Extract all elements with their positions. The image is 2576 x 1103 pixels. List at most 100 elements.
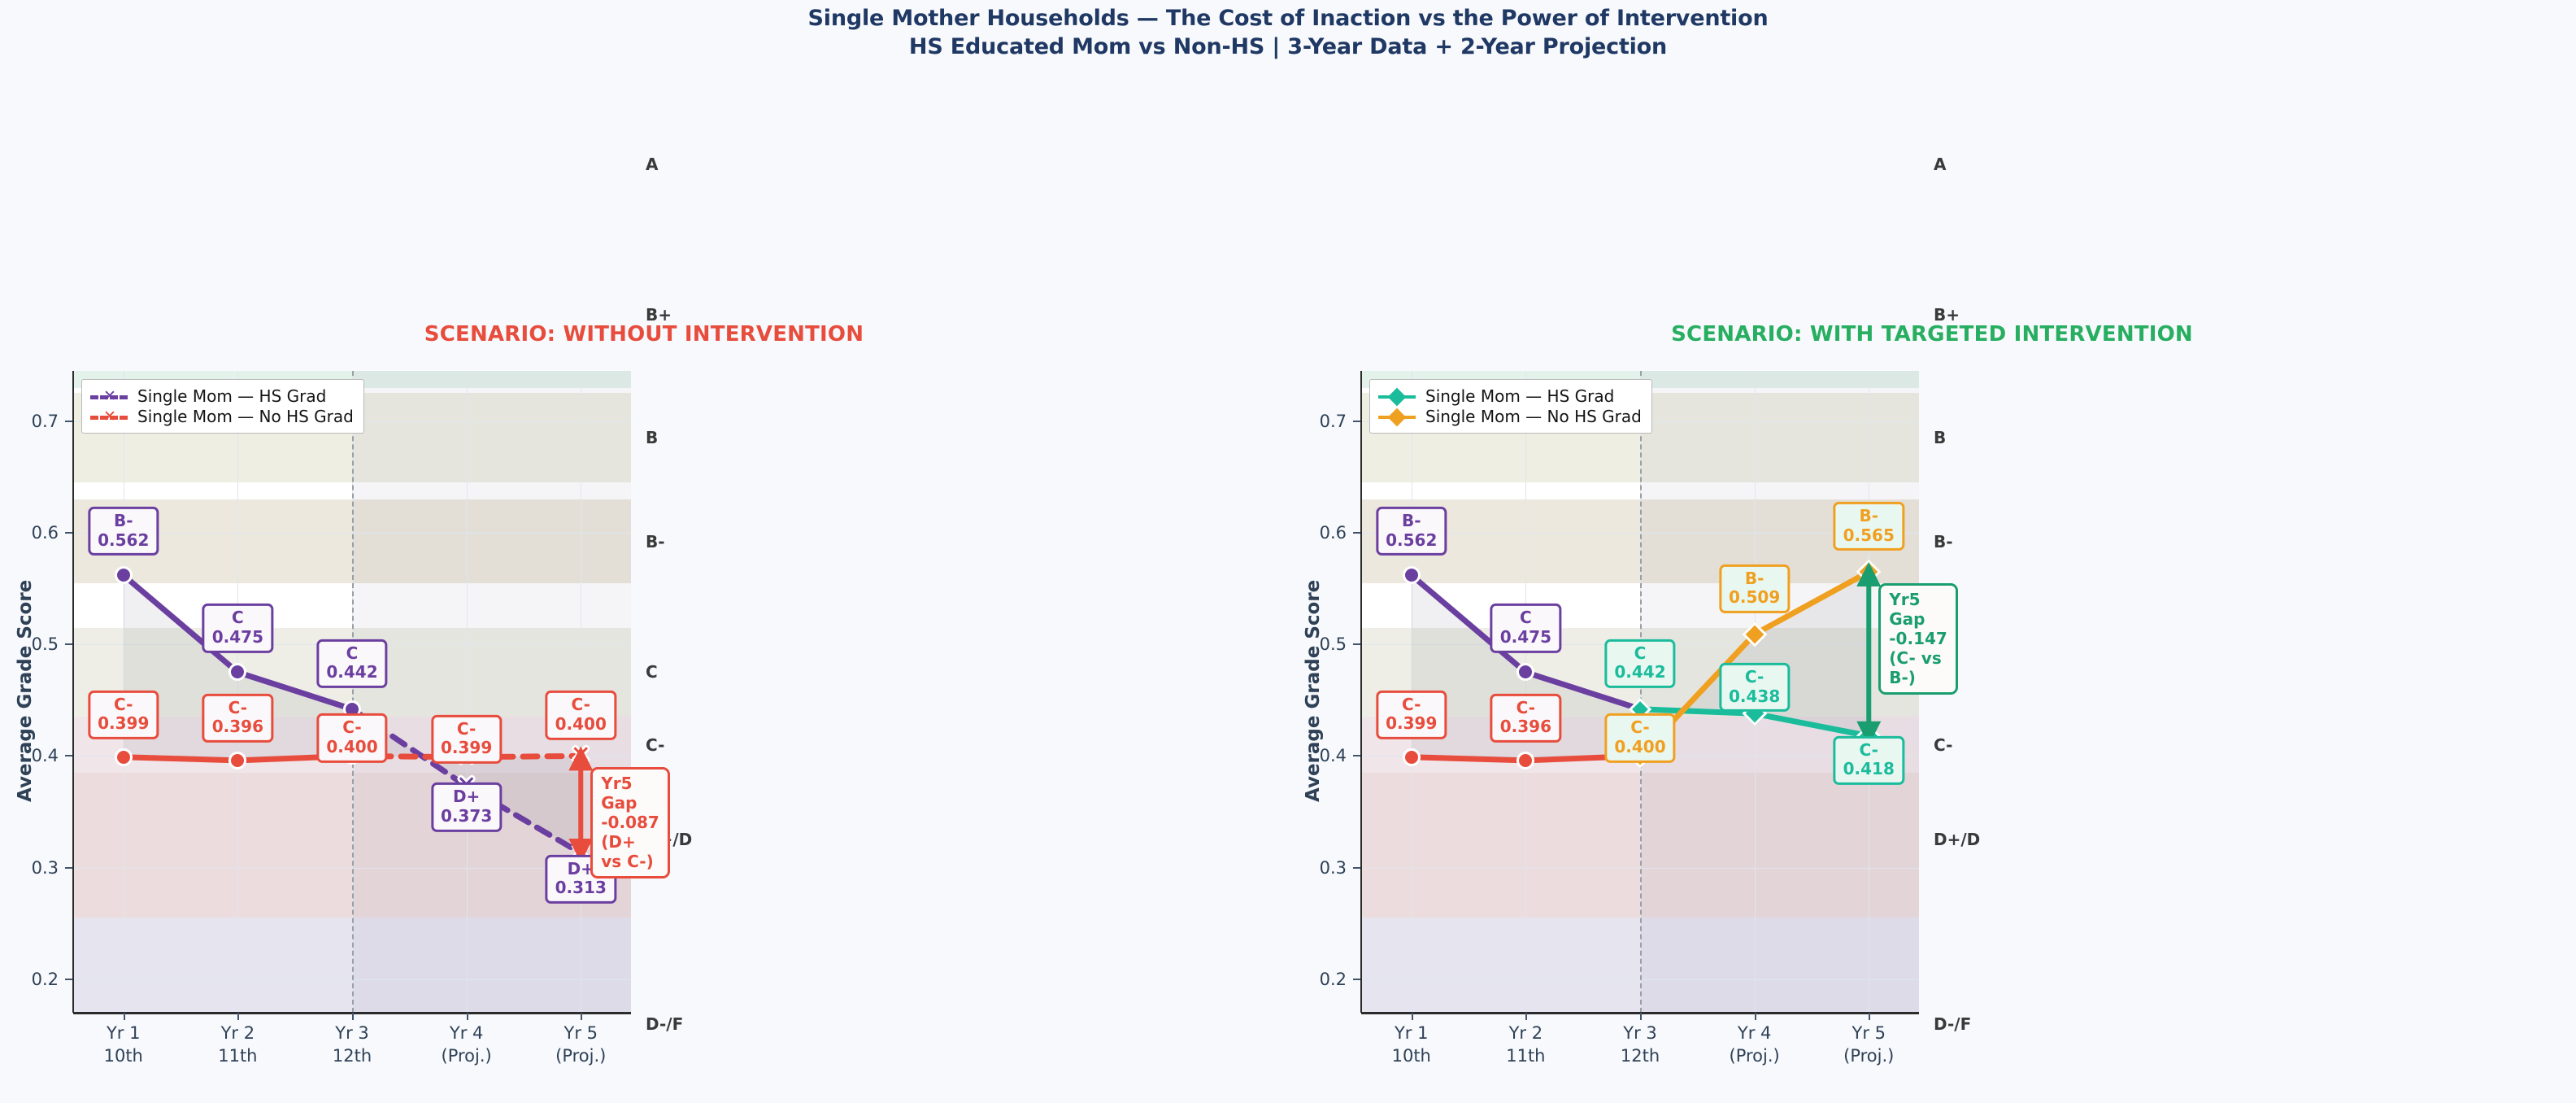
x-tick-label: Yr 4 (Proj.) (441, 1023, 492, 1066)
point-value-label: C- 0.400 (1604, 713, 1676, 763)
legend-line-sample (90, 395, 128, 399)
data-point-marker (114, 566, 133, 585)
y-tick-mark (65, 420, 73, 422)
legend: ✕ Single Mom — HS Grad ✕ Single Mom — No HS… (81, 379, 364, 434)
point-value-label: B- 0.509 (1718, 564, 1791, 613)
legend-item[interactable]: ✕ Single Mom — HS Grad (90, 386, 354, 406)
figure-title-line2: HS Educated Mom vs Non-HS | 3-Year Data … (908, 33, 1668, 59)
point-value-label: C 0.442 (316, 639, 388, 688)
data-point-marker (114, 748, 133, 766)
grade-band-label-A: A (1934, 155, 1947, 175)
point-value-label: C- 0.399 (1376, 690, 1447, 739)
x-tick-mark (1411, 1013, 1413, 1020)
y-tick-label: 0.7 (1319, 411, 1347, 431)
y-tick-label: 0.6 (1319, 522, 1347, 543)
y-tick-mark (1353, 978, 1361, 980)
legend-item-label: Single Mom — HS Grad (137, 386, 327, 406)
legend-item-label: Single Mom — HS Grad (1425, 386, 1615, 406)
x-gridline (1525, 371, 1527, 1013)
grade-band-label-C: C- (646, 735, 665, 755)
point-value-label: C- 0.396 (202, 693, 273, 743)
gap-arrow (568, 746, 594, 863)
legend: Single Mom — HS Grad Single Mom — No HS G… (1369, 379, 1652, 434)
panel-with-intervention: SCENARIO: WITH TARGETED INTERVENTION (1288, 0, 2576, 1103)
y-axis-label: Average Grade Score (1303, 579, 1324, 802)
point-value-label: C- 0.400 (545, 691, 616, 740)
point-value-label: B- 0.565 (1833, 501, 1904, 552)
grade-band-label-B: B (646, 428, 659, 448)
grade-band-label-DD: D+/D (1934, 830, 1981, 850)
x-tick-mark (123, 1013, 125, 1020)
legend-marker-sample: ✕ (103, 407, 116, 425)
x-tick-label: Yr 4 (Proj.) (1729, 1023, 1780, 1066)
legend-color-key (1378, 387, 1416, 406)
legend-item[interactable]: Single Mom — HS Grad (1378, 386, 1642, 406)
y-tick-mark (1353, 531, 1361, 534)
y-tick-mark (1353, 866, 1361, 869)
point-value-label: C- 0.399 (430, 714, 503, 764)
figure-title: Single Mother Households — The Cost of I… (0, 5, 2576, 61)
x-tick-label: Yr 1 10th (1391, 1023, 1431, 1066)
x-tick-mark (1869, 1013, 1871, 1020)
figure-title-line1: Single Mother Households — The Cost of I… (807, 6, 1769, 31)
y-tick-mark (1353, 755, 1361, 757)
grade-band-label-B: B- (646, 531, 665, 552)
legend-item[interactable]: ✕ Single Mom — No HS Grad (90, 406, 354, 426)
legend-marker-sample: ✕ (103, 386, 116, 405)
grade-band-label-B: B+ (646, 305, 672, 325)
gap-annotation: Yr5 Gap -0.147 (C- vs B-) (1878, 582, 1958, 695)
x-tick-mark (466, 1013, 468, 1020)
projection-divider (352, 371, 355, 1013)
legend-color-key (1378, 408, 1416, 426)
y-tick-mark (65, 866, 73, 869)
grade-band-label-C: C (646, 662, 658, 682)
y-tick-label: 0.4 (1319, 746, 1347, 766)
data-point-marker (1516, 751, 1535, 769)
point-value-label: C- 0.399 (88, 690, 159, 739)
y-tick-label: 0.2 (1319, 969, 1347, 989)
y-tick-mark (65, 531, 73, 534)
point-value-label: C- 0.396 (1490, 693, 1561, 743)
x-tick-mark (581, 1013, 583, 1020)
subplot-title-left: SCENARIO: WITHOUT INTERVENTION (424, 322, 864, 347)
legend-marker-sample (1387, 408, 1407, 426)
x-tick-label: Yr 1 10th (103, 1023, 143, 1066)
point-value-label: C 0.475 (202, 604, 273, 653)
legend-item-label: Single Mom — No HS Grad (1425, 406, 1642, 426)
grade-band-label-B: B- (1934, 531, 1953, 552)
point-value-label: B- 0.562 (88, 507, 159, 556)
grade-band-label-DF: D-/F (646, 1014, 684, 1034)
grade-band-label-DF: D-/F (1934, 1014, 1972, 1034)
point-value-label: C 0.442 (1604, 639, 1676, 688)
x-tick-label: Yr 5 (Proj.) (555, 1023, 607, 1066)
y-tick-mark (65, 978, 73, 980)
x-tick-mark (1754, 1013, 1756, 1020)
y-tick-label: 0.3 (1319, 857, 1347, 878)
x-tick-label: Yr 3 12th (1620, 1023, 1660, 1066)
legend-line-sample (90, 415, 128, 420)
legend-marker-sample (1387, 387, 1407, 406)
y-tick-mark (65, 643, 73, 646)
gap-annotation: Yr5 Gap -0.087 (D+ vs C-) (590, 767, 670, 879)
x-tick-mark (352, 1013, 354, 1020)
y-tick-label: 0.3 (31, 857, 59, 878)
plot-area-left: 0.7 0.6 0.5 0.4 0.3 0.2 Yr 1 10th Yr 2 11th Yr 3… (15, 155, 692, 1066)
y-tick-mark (1353, 420, 1361, 422)
point-value-label: C- 0.418 (1833, 735, 1904, 785)
y-tick-mark (65, 755, 73, 757)
data-point-marker (1516, 663, 1535, 682)
y-tick-mark (1353, 643, 1361, 646)
y-tick-label: 0.6 (31, 522, 59, 543)
y-tick-label: 0.2 (31, 969, 59, 989)
point-value-label: C- 0.438 (1718, 663, 1791, 713)
subplot-title-right: SCENARIO: WITH TARGETED INTERVENTION (1671, 322, 2193, 347)
gap-arrow (1856, 561, 1882, 746)
legend-item-label: Single Mom — No HS Grad (137, 406, 354, 426)
x-tick-label: Yr 2 11th (218, 1023, 258, 1066)
grade-band-label-A: A (646, 155, 659, 175)
grade-band-label-C: C- (1934, 735, 1953, 755)
x-gridline (237, 371, 239, 1013)
legend-item[interactable]: Single Mom — No HS Grad (1378, 406, 1642, 426)
x-tick-mark (237, 1013, 240, 1020)
y-tick-label: 0.4 (31, 746, 59, 766)
